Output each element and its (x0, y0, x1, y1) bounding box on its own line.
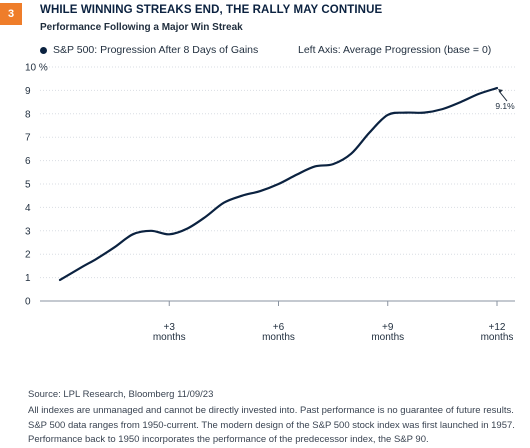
annotation-arrowhead (498, 89, 503, 94)
y-tick-label: 3 (25, 226, 31, 237)
y-tick-label: 9 (25, 86, 31, 97)
legend-marker (40, 46, 47, 54)
x-tick-sublabel: months (153, 332, 186, 343)
chart-subtitle: Performance Following a Major Win Streak (40, 22, 243, 33)
x-tick-label: +3 (164, 322, 176, 333)
annotation-arrow (498, 90, 508, 102)
y-tick-label: 5 (25, 180, 31, 191)
legend: S&P 500: Progression After 8 Days of Gai… (40, 44, 258, 56)
chart-title: WHILE WINNING STREAKS END, THE RALLY MAY… (40, 4, 383, 16)
x-tick-label: +6 (273, 322, 285, 333)
footer-disclaimer-3: Performance back to 1950 incorporates th… (28, 434, 429, 445)
x-tick-sublabel: months (481, 332, 514, 343)
series-line (58, 86, 499, 282)
x-tick-label: +12 (489, 322, 506, 333)
x-tick-sublabel: months (262, 332, 295, 343)
y-tick-label: 4 (25, 203, 31, 214)
y-tick-label: 8 (25, 109, 31, 120)
y-tick-label: 1 (25, 273, 31, 284)
x-tick-label: +9 (382, 322, 394, 333)
y-tick-label: 2 (25, 250, 31, 261)
legend-label: S&P 500: Progression After 8 Days of Gai… (53, 44, 259, 56)
footer-disclaimer-1: All indexes are unmanaged and cannot be … (28, 405, 514, 416)
y-tick-label: 7 (25, 133, 31, 144)
footer-disclaimer-2: S&P 500 data ranges from 1950-current. T… (28, 420, 515, 431)
x-tick-sublabel: months (371, 332, 404, 343)
y-tick-label: 10 % (25, 63, 48, 74)
y-tick-label: 6 (25, 156, 31, 167)
footer-source: Source: LPL Research, Bloomberg 11/09/23 (28, 389, 214, 400)
annotation-label: 9.1% (495, 101, 515, 111)
figure-number-badge: 3 (0, 3, 22, 25)
y-tick-label: 0 (25, 297, 31, 308)
axis-note: Left Axis: Average Progression (base = 0… (298, 44, 492, 56)
